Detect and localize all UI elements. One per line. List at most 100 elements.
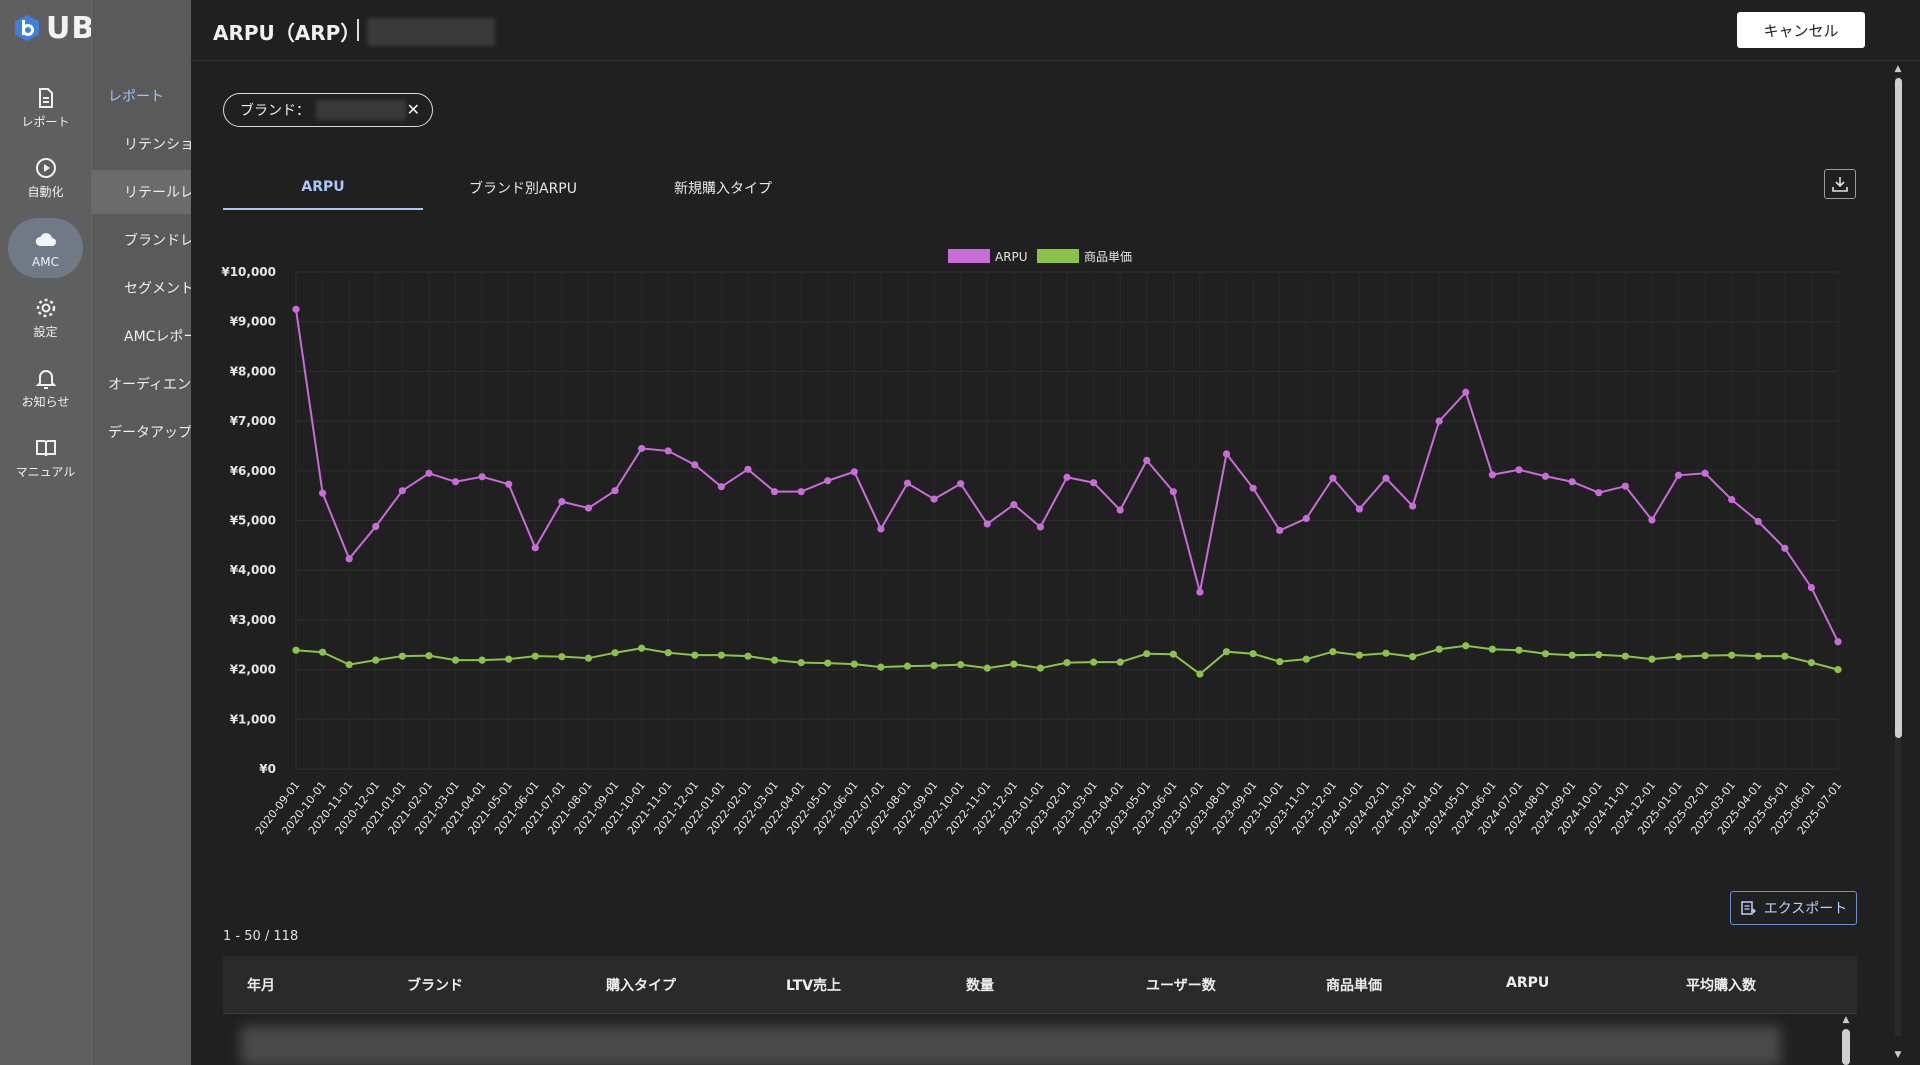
- tab-brand-arpu[interactable]: ブランド別ARPU: [469, 180, 577, 197]
- data-point: [1648, 516, 1656, 524]
- tab-arpu[interactable]: ARPU: [223, 165, 423, 210]
- column-header[interactable]: LTV売上: [786, 978, 841, 994]
- data-point: [1036, 523, 1045, 531]
- data-point: [558, 498, 566, 506]
- column-header[interactable]: 商品単価: [1326, 978, 1382, 994]
- data-point: [824, 477, 832, 485]
- arpu-line-chart: ¥0 ¥1,000 ¥2,000 ¥3,000 ¥4,000 ¥5,000 ¥6,000 ¥7…: [221, 249, 1844, 837]
- subnav-item-amc-report[interactable]: AMCレポート: [124, 329, 192, 345]
- data-point: [770, 488, 779, 496]
- data-point: [903, 479, 912, 487]
- bell-icon: [35, 370, 56, 389]
- close-icon[interactable]: ✕: [406, 100, 420, 119]
- tab-new-purchase-type[interactable]: 新規購入タイプ: [674, 180, 772, 197]
- column-header[interactable]: 購入タイプ: [606, 978, 676, 994]
- scroll-up-icon[interactable]: ▲: [1894, 64, 1902, 74]
- data-point: [531, 544, 539, 552]
- data-point: [691, 461, 699, 469]
- data-point: [1382, 474, 1390, 482]
- data-point: [611, 487, 619, 495]
- nav-rail: UBUNBAS レポート 自動化 AMC 設定 お知らせ マニュアル: [0, 0, 216, 1065]
- brand-filter-chip[interactable]: ブランド： ✕: [223, 93, 433, 127]
- redacted-table-row: [241, 1026, 1781, 1065]
- data-point: [1834, 638, 1842, 646]
- data-point: [318, 648, 327, 656]
- data-point: [1409, 653, 1417, 661]
- data-point: [584, 654, 593, 662]
- data-point: [451, 478, 460, 486]
- data-point: [691, 651, 699, 659]
- page-title: ARPU（ARP）: [213, 21, 361, 45]
- data-point: [1701, 469, 1709, 477]
- data-point: [478, 656, 486, 664]
- data-point: [345, 661, 353, 669]
- y-tick-label: ¥3,000: [230, 613, 276, 627]
- data-point: [505, 655, 513, 663]
- data-point: [318, 489, 327, 497]
- data-point: [1063, 659, 1071, 667]
- data-point: [983, 520, 991, 528]
- data-point: [1701, 652, 1709, 660]
- y-tick-label: ¥1,000: [230, 712, 276, 726]
- rail-item-notifications[interactable]: お知らせ: [8, 358, 83, 418]
- data-point: [770, 656, 779, 664]
- data-point: [1222, 450, 1231, 458]
- report-tabs: ARPU ブランド別ARPU 新規購入タイプ: [223, 165, 823, 210]
- data-point: [717, 483, 725, 491]
- y-tick-label: ¥4,000: [230, 563, 276, 577]
- subnav-audience[interactable]: オーディエンス作成: [108, 377, 192, 393]
- data-point: [744, 652, 752, 660]
- main-scrollbar[interactable]: ▲ ▼: [1893, 64, 1903, 1064]
- data-point: [1329, 474, 1337, 482]
- column-header[interactable]: 平均購入数: [1686, 978, 1756, 994]
- automation-icon: [35, 158, 56, 178]
- scroll-up-icon[interactable]: ▲: [1842, 1015, 1850, 1025]
- rail-item-automation[interactable]: 自動化: [8, 148, 83, 208]
- data-point: [425, 652, 433, 660]
- rail-item-amc[interactable]: AMC: [8, 218, 83, 278]
- subnav-item-retail[interactable]: リテールレポート: [92, 170, 192, 214]
- subnav-item-segment[interactable]: セグメント注文: [124, 281, 192, 297]
- data-point: [1089, 479, 1098, 487]
- subnav-data-upload[interactable]: データアップロード: [108, 425, 192, 441]
- data-point: [292, 646, 300, 654]
- subnav-item-brand[interactable]: ブランドレポート: [124, 233, 192, 249]
- data-point: [1169, 488, 1177, 496]
- data-point: [1834, 666, 1842, 674]
- table-scrollbar[interactable]: ▲: [1841, 1015, 1851, 1065]
- data-point: [1249, 650, 1257, 658]
- y-tick-label: ¥2,000: [230, 663, 276, 677]
- export-icon: [1740, 901, 1756, 915]
- data-point: [930, 662, 938, 670]
- rail-item-report[interactable]: レポート: [8, 78, 83, 138]
- y-tick-label: ¥5,000: [230, 514, 276, 528]
- scroll-thumb[interactable]: [1895, 78, 1902, 738]
- table-scroll-thumb[interactable]: [1842, 1029, 1850, 1065]
- data-point: [1595, 651, 1603, 659]
- y-tick-label: ¥6,000: [230, 464, 276, 478]
- rail-item-manual[interactable]: マニュアル: [8, 428, 83, 488]
- subnav-report-heading[interactable]: レポート: [108, 89, 164, 105]
- download-button[interactable]: [1824, 169, 1856, 199]
- gear-icon: [36, 298, 55, 318]
- column-header[interactable]: ユーザー数: [1146, 978, 1216, 994]
- data-point: [1648, 655, 1656, 663]
- export-button[interactable]: エクスポート: [1730, 891, 1857, 925]
- data-point: [850, 468, 858, 476]
- data-point: [824, 659, 832, 667]
- cancel-button[interactable]: キャンセル: [1737, 12, 1865, 48]
- column-header[interactable]: 数量: [966, 978, 994, 994]
- column-header[interactable]: ブランド: [407, 978, 463, 994]
- column-header[interactable]: 年月: [247, 978, 275, 994]
- subnav-item-retention[interactable]: リテンションレポート: [124, 137, 192, 153]
- data-point: [1568, 478, 1576, 486]
- y-tick-label: ¥7,000: [230, 414, 276, 428]
- scroll-down-icon[interactable]: ▼: [1894, 1050, 1902, 1060]
- export-label: エクスポート: [1763, 900, 1848, 916]
- column-header[interactable]: ARPU: [1506, 975, 1550, 991]
- rail-item-settings[interactable]: 設定: [8, 288, 83, 348]
- data-point: [664, 649, 672, 657]
- table-header: 年月 ブランド 購入タイプ LTV売上 数量 ユーザー数 商品単価 ARPU 平…: [223, 956, 1857, 1014]
- data-point: [1276, 658, 1284, 666]
- data-point: [1435, 417, 1443, 425]
